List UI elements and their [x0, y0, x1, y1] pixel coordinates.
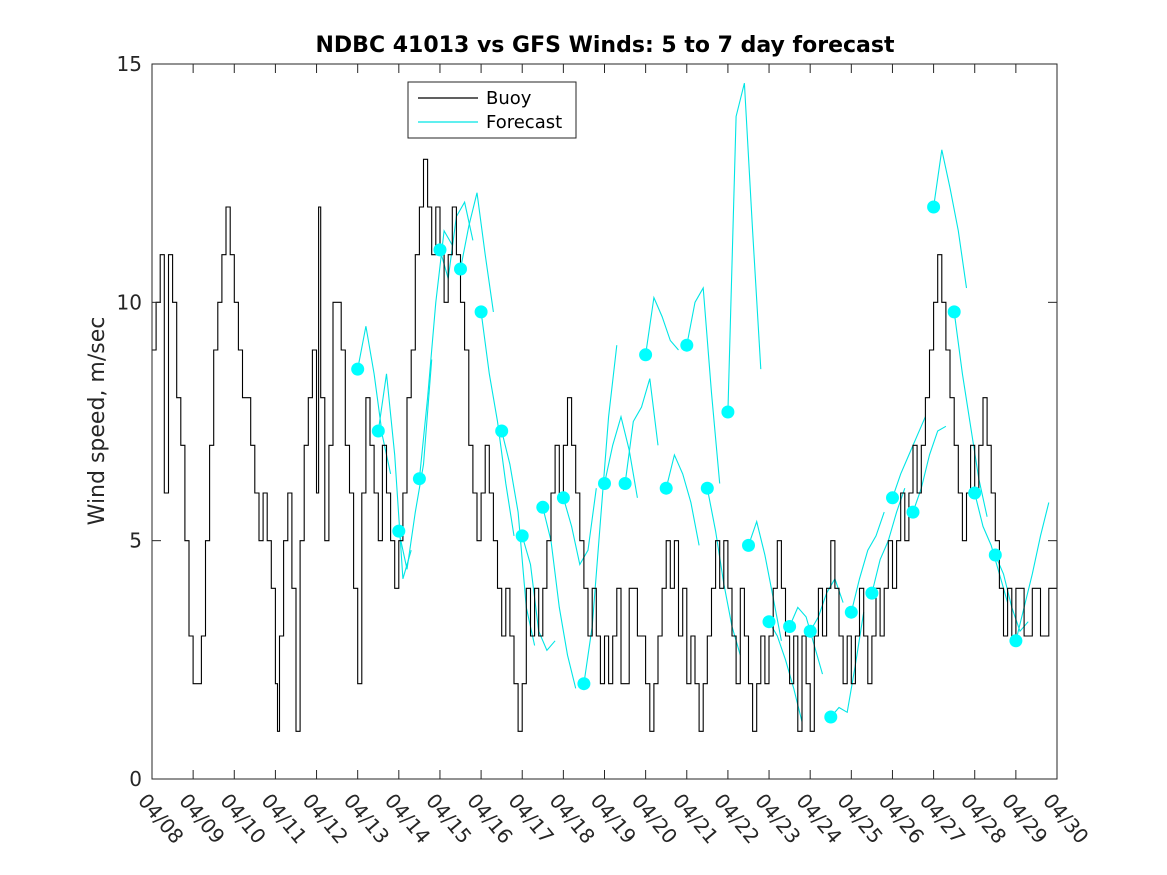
forecast-line-1: [377, 373, 412, 579]
x-tick-label-13: 04/21: [668, 789, 723, 849]
x-tick-label-16: 04/24: [791, 789, 846, 849]
forecast-point-13: [618, 477, 632, 490]
forecast-point-4: [433, 243, 447, 257]
forecast-point-10: [556, 491, 570, 505]
forecast-point-8: [515, 529, 529, 543]
x-tick-label-5: 04/13: [339, 789, 394, 849]
forecast-point-14: [639, 348, 653, 362]
forecast-point-6: [474, 305, 488, 319]
y-tick-label-1: 5: [129, 529, 142, 553]
forecast-point-15: [659, 481, 673, 495]
forecast-line-10: [562, 488, 597, 567]
buoy-line: [152, 158, 1058, 732]
forecast-point-32: [1009, 634, 1023, 648]
x-tick-label-9: 04/17: [503, 789, 558, 849]
x-tick-label-8: 04/16: [462, 789, 517, 849]
forecast-line-30: [974, 492, 1009, 603]
series-layer: [152, 82, 1058, 732]
forecast-point-1: [371, 424, 385, 438]
x-tick-label-3: 04/11: [257, 789, 312, 849]
forecast-point-29: [947, 305, 961, 319]
forecast-line-2: [398, 359, 433, 570]
forecast-line-19: [747, 519, 782, 641]
forecast-point-19: [742, 538, 755, 552]
chart-title: NDBC 41013 vs GFS Winds: 5 to 7 day fore…: [316, 33, 895, 58]
x-tick-label-17: 04/25: [832, 789, 887, 849]
forecast-line-0: [357, 326, 392, 475]
forecast-point-9: [536, 500, 550, 514]
forecast-line-20: [768, 621, 803, 722]
x-tick-label-4: 04/12: [298, 789, 353, 849]
forecast-point-12: [598, 477, 611, 490]
x-tick-label-21: 04/29: [997, 789, 1052, 849]
x-tick-label-10: 04/18: [545, 789, 600, 849]
forecast-line-6: [480, 311, 515, 536]
forecast-point-0: [351, 362, 365, 376]
forecast-point-2: [392, 524, 406, 538]
forecast-point-17: [700, 481, 714, 495]
x-tick-label-22: 04/30: [1038, 789, 1093, 849]
forecast-point-18: [721, 405, 735, 419]
forecast-point-28: [927, 200, 941, 214]
x-tick-label-20: 04/28: [956, 789, 1011, 849]
forecast-point-3: [412, 472, 426, 486]
forecast-point-20: [762, 615, 776, 629]
forecast-line-11: [583, 345, 618, 684]
legend-label-0: Buoy: [486, 88, 532, 109]
forecast-line-29: [953, 311, 988, 517]
x-tick-label-18: 04/26: [874, 789, 929, 849]
forecast-point-5: [454, 262, 467, 276]
forecast-point-16: [680, 338, 694, 352]
y-tick-label-0: 0: [129, 767, 142, 791]
forecast-line-7: [501, 430, 536, 646]
forecast-line-24: [850, 511, 885, 613]
forecast-line-9: [542, 507, 577, 689]
forecast-point-24: [844, 605, 858, 619]
forecast-point-27: [906, 505, 920, 519]
forecast-point-26: [886, 491, 899, 505]
forecast-line-21: [789, 606, 824, 675]
forecast-line-15: [665, 453, 700, 546]
y-axis-label: Wind speed, m/sec: [85, 317, 110, 526]
legend: Buoy Forecast: [407, 81, 577, 139]
forecast-line-23: [830, 612, 865, 718]
x-tick-label-2: 04/10: [215, 789, 270, 849]
forecast-line-13: [624, 378, 659, 484]
x-tick-label-0: 04/08: [133, 789, 188, 849]
forecast-line-18: [727, 82, 762, 413]
forecast-point-22: [803, 624, 817, 638]
forecast-line-3: [418, 229, 453, 479]
forecast-line-16: [686, 286, 721, 484]
x-tick-label-15: 04/23: [750, 789, 805, 849]
forecast-point-30: [968, 486, 982, 500]
forecast-line-28: [933, 149, 968, 289]
x-tick-label-6: 04/14: [380, 789, 435, 849]
forecast-point-7: [495, 424, 509, 438]
forecast-point-11: [577, 677, 591, 691]
x-tick-label-11: 04/19: [586, 789, 641, 849]
forecast-point-21: [783, 620, 797, 633]
y-tick-label-3: 15: [117, 52, 142, 76]
x-tick-label-14: 04/22: [709, 789, 764, 849]
forecast-point-23: [824, 710, 838, 724]
forecast-line-5: [459, 192, 494, 312]
forecast-line-32: [1015, 502, 1050, 641]
x-tick-label-19: 04/27: [915, 789, 970, 849]
forecast-line-14: [645, 295, 679, 355]
forecast-line-27: [912, 425, 947, 513]
legend-label-1: Forecast: [486, 112, 562, 133]
forecast-point-25: [865, 586, 879, 600]
forecast-line-12: [603, 414, 638, 498]
forecast-line-26: [891, 416, 926, 498]
forecast-point-31: [988, 548, 1002, 562]
y-tick-label-2: 10: [117, 290, 142, 314]
x-tick-label-12: 04/20: [627, 789, 682, 849]
x-tick-label-7: 04/15: [421, 789, 476, 849]
x-tick-label-1: 04/09: [174, 789, 229, 849]
legend-box: [407, 81, 577, 139]
